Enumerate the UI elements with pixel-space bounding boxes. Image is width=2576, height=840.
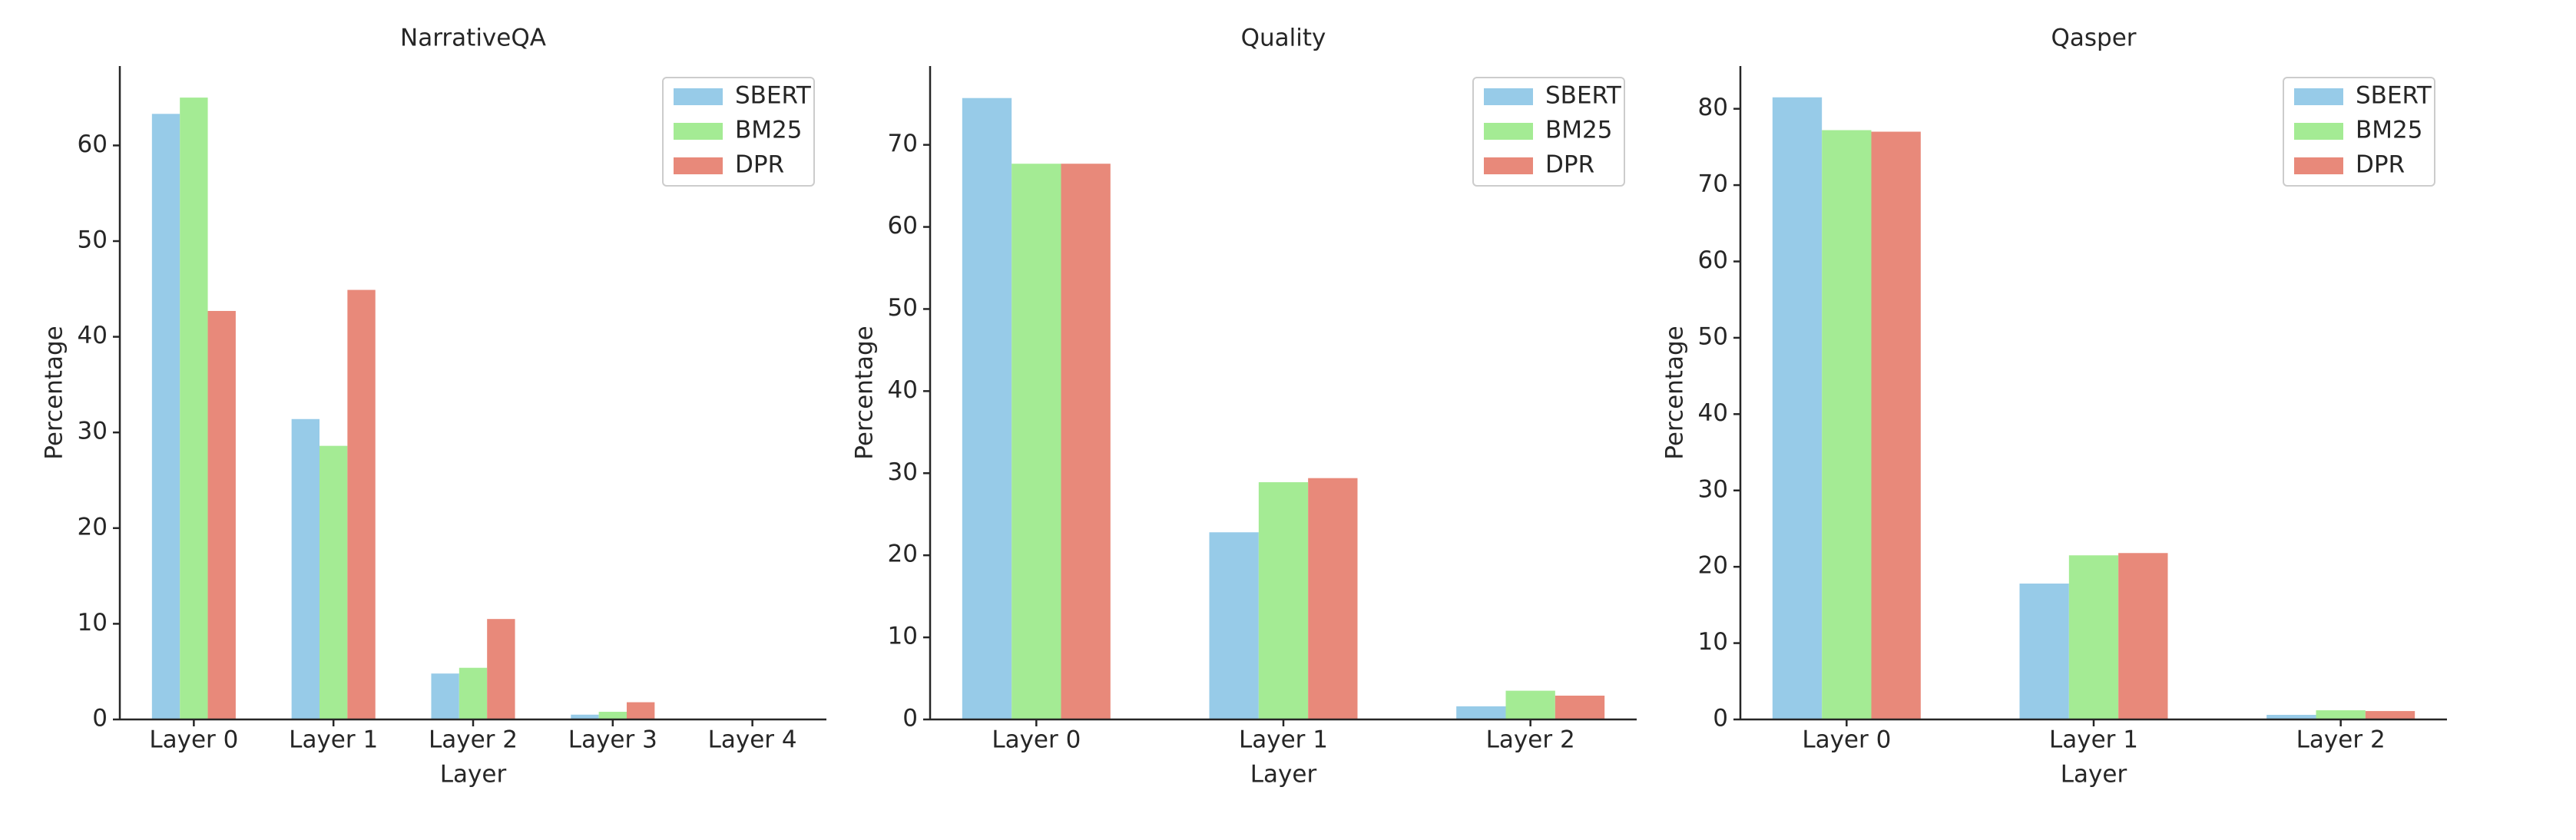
x-tick-label: Layer 2 (2296, 726, 2386, 754)
legend-label: BM25 (2356, 117, 2422, 144)
bar (1555, 695, 1605, 719)
y-tick-label: 10 (888, 623, 918, 650)
x-tick-label: Layer 1 (2049, 726, 2138, 754)
y-tick-label: 50 (888, 294, 918, 322)
bar (347, 289, 376, 719)
y-tick-label: 70 (888, 130, 918, 157)
bar (2316, 710, 2366, 719)
x-tick-label: Layer 0 (1802, 726, 1891, 754)
legend-label: BM25 (735, 117, 802, 144)
bar (291, 418, 320, 719)
bar (571, 714, 599, 719)
y-tick-label: 30 (888, 458, 918, 486)
bar (207, 310, 236, 719)
x-tick-label: Layer 0 (149, 726, 238, 754)
legend-swatch (1484, 88, 1533, 105)
bar (2266, 715, 2316, 719)
y-tick-label: 40 (78, 322, 108, 349)
bar (320, 445, 348, 719)
bar (2118, 553, 2168, 719)
x-axis-label: Layer (1250, 761, 1317, 789)
bar (1209, 532, 1259, 719)
legend-label: BM25 (1545, 117, 1612, 144)
x-tick-label: Layer 4 (708, 726, 797, 754)
legend-swatch (674, 123, 723, 140)
bar (1308, 478, 1358, 719)
y-tick-label: 0 (902, 705, 918, 733)
x-tick-label: Layer 2 (429, 726, 518, 754)
legend-swatch (2294, 157, 2343, 174)
legend-swatch (674, 157, 723, 174)
legend-label: SBERT (1545, 82, 1622, 110)
bar (487, 619, 515, 719)
y-tick-label: 30 (78, 418, 108, 445)
y-tick-label: 20 (888, 541, 918, 568)
y-tick-label: 40 (888, 376, 918, 404)
x-axis-label: Layer (440, 761, 507, 789)
bar (1871, 131, 1921, 719)
legend-label: DPR (735, 151, 784, 179)
y-axis-label: Percentage (41, 326, 68, 459)
bar (1505, 690, 1555, 719)
y-tick-label: 50 (1698, 322, 1728, 350)
y-tick-label: 20 (1698, 552, 1728, 580)
bar (2019, 584, 2069, 719)
y-tick-label: 60 (888, 212, 918, 240)
y-tick-label: 70 (1698, 170, 1728, 198)
x-axis-label: Layer (2061, 761, 2127, 789)
legend-label: DPR (1545, 151, 1594, 179)
x-tick-label: Layer 1 (289, 726, 378, 754)
x-tick-label: Layer 3 (568, 726, 657, 754)
y-tick-label: 10 (78, 609, 108, 637)
chart-title: NarrativeQA (400, 25, 546, 52)
chart-title: Quality (1241, 25, 1326, 52)
y-tick-label: 80 (1698, 94, 1728, 121)
bar (1061, 164, 1111, 720)
y-tick-label: 30 (1698, 475, 1728, 503)
y-tick-label: 60 (78, 131, 108, 158)
legend-swatch (2294, 123, 2343, 140)
legend-swatch (2294, 88, 2343, 105)
bar (431, 673, 459, 719)
y-tick-label: 10 (1698, 628, 1728, 656)
bar (598, 712, 627, 719)
legend-label: SBERT (2356, 82, 2432, 110)
y-axis-label: Percentage (1661, 326, 1689, 459)
bar (1772, 97, 1823, 720)
x-tick-label: Layer 0 (992, 726, 1081, 754)
bar (2365, 711, 2415, 719)
bar (1822, 130, 1872, 719)
legend-label: DPR (2356, 151, 2405, 179)
y-tick-label: 0 (92, 705, 108, 733)
bar (627, 702, 655, 719)
y-tick-label: 0 (1713, 705, 1728, 733)
legend-swatch (1484, 123, 1533, 140)
legend-label: SBERT (735, 82, 812, 110)
bar (2068, 555, 2119, 719)
y-tick-label: 20 (78, 513, 108, 541)
legend-swatch (674, 88, 723, 105)
x-tick-label: Layer 2 (1486, 726, 1575, 754)
y-tick-label: 50 (78, 227, 108, 254)
legend-swatch (1484, 157, 1533, 174)
bar (1258, 482, 1309, 719)
bar (180, 98, 208, 720)
y-axis-label: Percentage (851, 326, 879, 459)
bar (151, 114, 180, 719)
y-tick-label: 60 (1698, 246, 1728, 274)
bar (962, 98, 1012, 720)
y-tick-label: 40 (1698, 399, 1728, 427)
chart-title: Qasper (2051, 25, 2136, 52)
bar (1456, 706, 1506, 719)
x-tick-label: Layer 1 (1239, 726, 1328, 754)
bar (1012, 164, 1061, 720)
bar (459, 667, 488, 719)
